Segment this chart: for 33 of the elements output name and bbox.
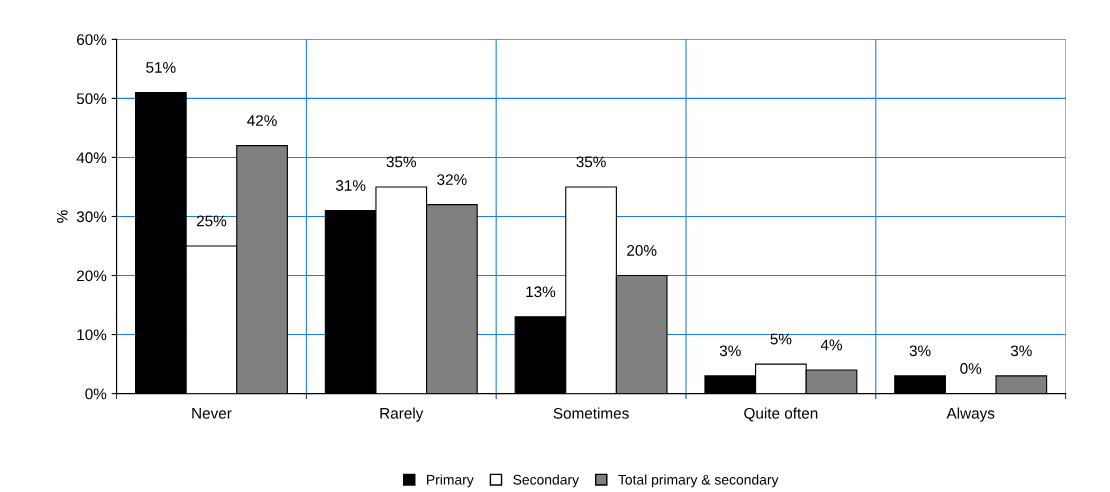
x-tick-label: Sometimes bbox=[553, 407, 629, 419]
y-tick-label: 60% bbox=[77, 34, 107, 46]
data-label: 25% bbox=[196, 215, 227, 227]
data-label: 0% bbox=[960, 363, 982, 374]
data-label: 4% bbox=[820, 339, 842, 351]
data-label: 31% bbox=[335, 180, 366, 191]
legend-label: Primary bbox=[427, 474, 474, 488]
data-label: 51% bbox=[146, 62, 176, 73]
data-label: 20% bbox=[627, 245, 657, 256]
data-label: 13% bbox=[526, 286, 556, 298]
y-tick-label: 30% bbox=[76, 211, 107, 223]
y-tick-label: 10% bbox=[77, 329, 107, 341]
y-tick-label: 40% bbox=[76, 152, 107, 164]
bar bbox=[995, 375, 1048, 394]
x-tick-label: Rarely bbox=[380, 407, 424, 422]
data-label: 35% bbox=[386, 156, 417, 168]
data-label: 3% bbox=[909, 345, 931, 357]
data-label: 35% bbox=[576, 156, 606, 168]
legend-label: Secondary bbox=[513, 474, 580, 488]
x-tick-label: Always bbox=[946, 407, 995, 422]
data-label: 5% bbox=[770, 333, 792, 345]
data-label: 32% bbox=[437, 174, 467, 185]
data-label: 42% bbox=[247, 115, 277, 126]
bar bbox=[894, 375, 946, 394]
y-tick-label: 0% bbox=[85, 388, 107, 400]
y-axis-title: % bbox=[56, 210, 68, 223]
y-tick-label: 20% bbox=[77, 270, 107, 282]
y-tick-label: 50% bbox=[76, 93, 107, 105]
x-tick-label: Never bbox=[192, 408, 232, 419]
legend-label: Total primary & secondary bbox=[618, 474, 779, 488]
data-label: 3% bbox=[719, 345, 741, 357]
data-label: 3% bbox=[1010, 345, 1032, 357]
x-tick-label: Quite often bbox=[744, 407, 818, 422]
